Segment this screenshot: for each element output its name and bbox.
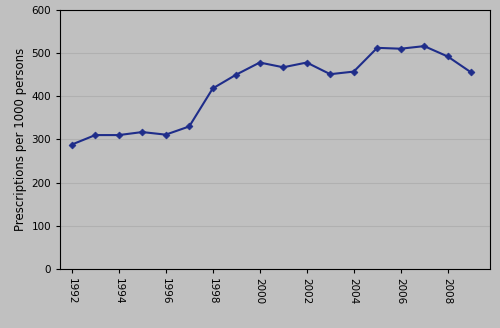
- Y-axis label: Prescriptions per 1000 persons: Prescriptions per 1000 persons: [14, 48, 27, 231]
